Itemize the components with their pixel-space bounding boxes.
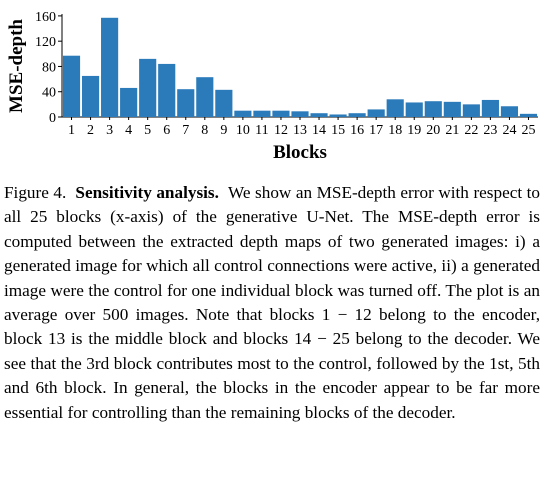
bar [101,17,119,117]
y-tick-label: 0 [49,111,56,126]
y-tick-label: 80 [42,60,56,75]
x-tick-label: 7 [182,123,189,138]
caption-label: Figure 4. [4,183,67,202]
x-tick-label: 20 [426,123,440,138]
bar [348,113,366,117]
bar [386,99,404,117]
caption-title: Sensitivity analysis. [75,183,219,202]
caption-text: We show an MSE-depth error with respect … [4,183,541,422]
bar [291,111,309,117]
bar [158,63,176,117]
bar [500,106,519,117]
x-tick-label: 15 [331,123,345,138]
bar [405,102,423,117]
x-tick-label: 14 [312,123,326,138]
bar [253,110,271,117]
bar [481,99,499,117]
bar [424,101,442,117]
bar [234,110,252,117]
bar [215,89,233,117]
y-tick-label: 160 [35,10,56,25]
x-tick-label: 22 [464,123,478,138]
x-tick-label: 21 [445,123,459,138]
x-tick-label: 5 [144,123,151,138]
x-axis-label: Blocks [273,142,327,163]
y-tick-label: 40 [42,86,56,101]
bar [81,75,100,117]
x-tick-label: 17 [369,123,383,138]
bar [310,113,328,117]
x-tick-label: 11 [255,123,268,138]
bar [177,89,195,117]
x-tick-label: 9 [220,123,227,138]
x-tick-label: 8 [201,123,208,138]
figure-caption: Figure 4. Sensitivity analysis. We show … [4,181,540,425]
x-tick-label: 25 [521,123,535,138]
x-tick-label: 16 [350,123,364,138]
x-tick-label: 13 [293,123,307,138]
bar [120,87,138,117]
x-tick-label: 3 [106,123,113,138]
bar [62,55,81,117]
x-tick-label: 4 [125,123,132,138]
x-tick-label: 19 [407,123,421,138]
y-tick-label: 120 [35,35,56,50]
x-tick-label: 18 [388,123,402,138]
bar [196,77,214,117]
x-tick-label: 24 [502,123,516,138]
x-tick-label: 10 [236,123,250,138]
x-tick-label: 2 [87,123,94,138]
x-tick-label: 12 [274,123,288,138]
bar [272,110,290,117]
bar [139,58,157,117]
bar [329,114,347,117]
y-axis-label: MSE-depth [6,19,27,113]
bar [443,101,461,117]
x-tick-label: 23 [483,123,497,138]
bar [519,113,538,117]
x-tick-label: 6 [163,123,170,138]
x-tick-label: 1 [68,123,75,138]
bar [367,109,385,117]
bar [462,104,480,117]
